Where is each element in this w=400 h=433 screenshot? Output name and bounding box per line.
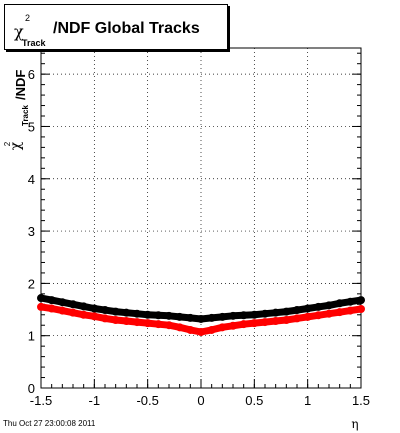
data-point xyxy=(250,319,259,328)
y-tick-label: 5 xyxy=(28,119,35,134)
data-point xyxy=(282,307,291,316)
data-point xyxy=(293,314,301,323)
data-point xyxy=(346,306,355,315)
data-point xyxy=(314,311,323,320)
y-label-symbol: χ xyxy=(8,141,24,150)
data-point xyxy=(37,302,45,311)
y-label-subscript: Track xyxy=(21,105,30,126)
title-subscript: Track xyxy=(22,38,47,48)
title-svg: χ 2 Track /NDF Global Tracks xyxy=(14,13,200,48)
data-point xyxy=(207,313,216,322)
x-tick-label: -0.5 xyxy=(136,393,158,408)
data-point xyxy=(122,317,131,326)
x-tick-label: -1.5 xyxy=(30,393,52,408)
data-point xyxy=(314,302,323,311)
data-point xyxy=(122,308,131,317)
y-tick-label: 3 xyxy=(28,224,35,239)
data-point xyxy=(69,300,77,309)
y-tick-label: 4 xyxy=(28,172,35,187)
data-point xyxy=(165,321,173,330)
title-symbol: χ xyxy=(14,22,24,41)
data-point xyxy=(90,304,99,313)
data-point xyxy=(239,320,248,329)
data-point xyxy=(47,296,56,305)
axis-ticks xyxy=(40,52,362,389)
data-point xyxy=(69,308,77,317)
data-point xyxy=(229,311,237,320)
data-point xyxy=(335,299,344,308)
data-point xyxy=(186,325,195,334)
data-point xyxy=(90,312,99,321)
data-point xyxy=(357,305,365,314)
data-point xyxy=(261,318,269,327)
data-point xyxy=(175,323,184,332)
data-point xyxy=(325,309,333,318)
data-point xyxy=(47,304,56,313)
data-point xyxy=(186,313,195,322)
data-point xyxy=(175,312,184,321)
data-point xyxy=(79,310,88,319)
series-0 xyxy=(37,294,365,323)
x-tick-label: 1 xyxy=(304,393,311,408)
y-label-superscript: 2 xyxy=(3,141,12,146)
data-point xyxy=(335,308,344,317)
x-tick-label: 0.5 xyxy=(245,393,263,408)
grid-lines xyxy=(41,48,361,388)
x-tick-label: -1 xyxy=(89,393,101,408)
data-point xyxy=(218,312,227,321)
y-tick-label: 1 xyxy=(28,329,35,344)
data-point xyxy=(303,304,312,313)
data-point xyxy=(111,307,120,316)
data-point xyxy=(133,318,141,327)
data-point xyxy=(133,309,141,318)
data-point xyxy=(293,306,301,315)
data-point xyxy=(239,311,248,320)
tick-labels: -1.5 -1 -0.5 0 0.5 1 1.5 0 1 2 3 4 5 6 xyxy=(28,67,370,408)
data-point xyxy=(58,306,67,315)
data-point xyxy=(197,328,205,337)
y-tick-label: 6 xyxy=(28,67,35,82)
data-point xyxy=(79,302,88,311)
title-superscript: 2 xyxy=(25,13,30,23)
data-point xyxy=(282,316,291,324)
data-point xyxy=(250,310,259,319)
x-tick-label: 1.5 xyxy=(352,393,370,408)
data-point xyxy=(143,310,152,319)
data-point xyxy=(218,323,227,332)
title-rest: /NDF Global Tracks xyxy=(53,20,200,37)
data-point xyxy=(197,314,205,323)
data-point xyxy=(271,308,280,317)
data-point xyxy=(37,294,45,303)
y-tick-label: 2 xyxy=(28,276,35,291)
data-point xyxy=(58,298,67,307)
y-axis-label: χ2 Track/NDF xyxy=(3,70,30,151)
data-point xyxy=(111,316,120,324)
data-points xyxy=(37,294,365,337)
x-tick-label: 0 xyxy=(197,393,204,408)
y-label-rest: /NDF xyxy=(13,70,28,100)
y-tick-label: 0 xyxy=(28,381,35,396)
timestamp-footer: Thu Oct 27 23:00:08 2011 xyxy=(3,419,96,428)
data-point xyxy=(101,314,109,323)
data-point xyxy=(357,296,365,305)
series-1 xyxy=(37,302,365,337)
data-point xyxy=(143,319,152,328)
data-point xyxy=(325,301,333,310)
data-point xyxy=(154,320,163,329)
x-axis-label: η xyxy=(351,417,358,431)
data-point xyxy=(261,309,269,318)
data-point xyxy=(207,325,216,334)
data-point xyxy=(165,311,173,320)
data-point xyxy=(303,312,312,321)
title-box: χ 2 Track /NDF Global Tracks xyxy=(4,4,228,50)
data-point xyxy=(154,311,163,320)
data-point xyxy=(229,321,237,330)
data-point xyxy=(101,306,109,315)
data-point xyxy=(271,317,280,326)
data-point xyxy=(346,297,355,306)
